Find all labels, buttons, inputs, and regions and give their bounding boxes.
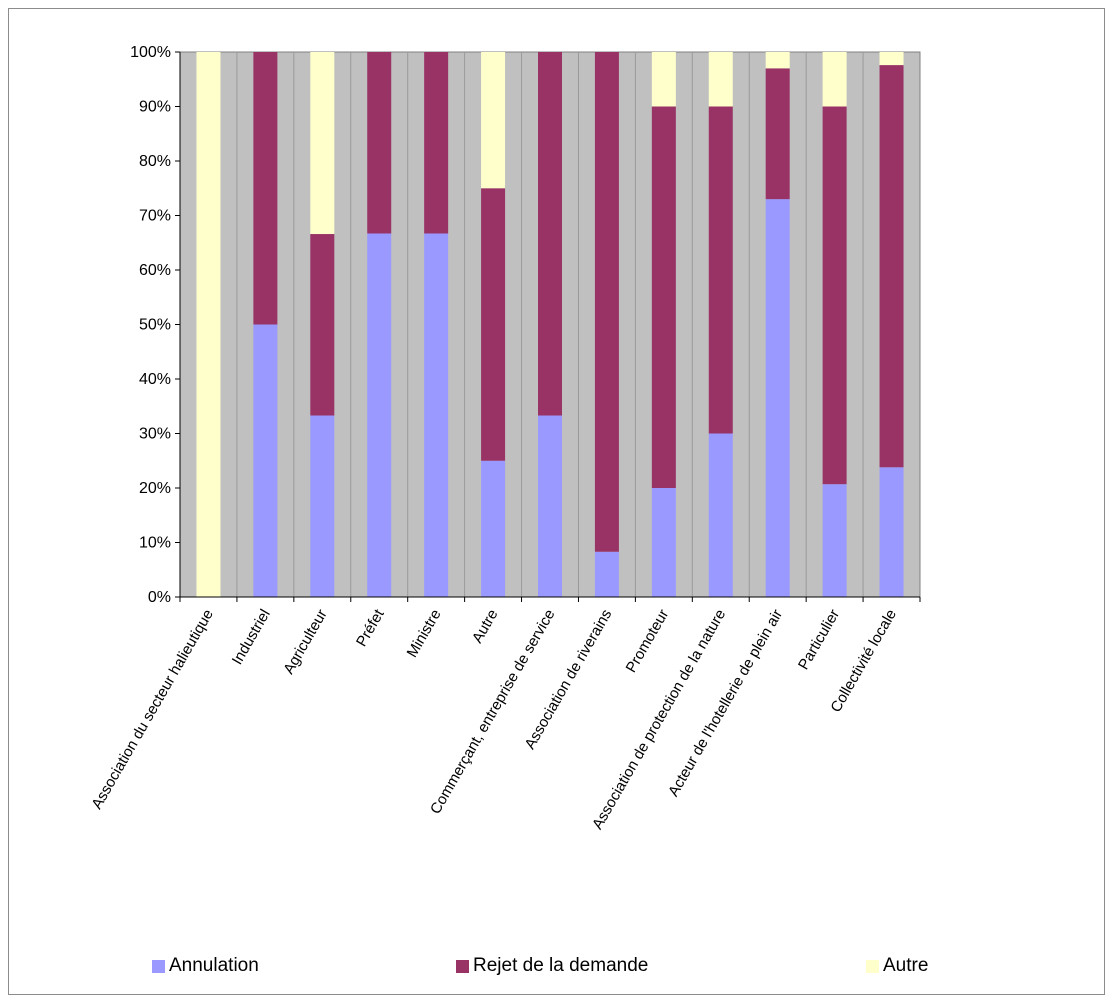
x-tick-label: Autre — [469, 607, 502, 647]
bar-rejet — [367, 52, 392, 234]
y-tick-label: 100% — [130, 44, 171, 61]
bar-annulation — [594, 551, 619, 597]
bar-annulation — [481, 460, 506, 597]
y-tick-label: 10% — [139, 535, 171, 552]
y-tick-label: 0% — [148, 589, 171, 606]
x-tick-label: Particulier — [795, 606, 843, 672]
y-tick-label: 80% — [139, 153, 171, 170]
y-tick-label: 70% — [139, 208, 171, 225]
bar-rejet — [538, 52, 562, 416]
bar-rejet — [651, 106, 676, 488]
bar-autre — [481, 52, 506, 189]
bar-rejet — [424, 52, 449, 234]
bar-annulation — [822, 484, 847, 597]
x-tick-label: Industriel — [229, 607, 274, 668]
bar-rejet — [310, 234, 335, 416]
bar-annulation — [879, 467, 904, 597]
bar-annulation — [310, 415, 335, 597]
bar-rejet — [765, 68, 790, 200]
bar-rejet — [822, 106, 847, 485]
bar-annulation — [765, 199, 790, 597]
bar-autre — [310, 52, 335, 235]
y-tick-label: 30% — [139, 426, 171, 443]
y-tick-label: 40% — [139, 371, 171, 388]
bar-rejet — [594, 52, 619, 552]
bar-rejet — [253, 52, 278, 325]
gridlines — [236, 52, 864, 597]
bar-rejet — [879, 65, 904, 468]
x-tick-label: Agriculteur — [280, 607, 331, 678]
x-tick-label: Préfet — [353, 606, 388, 650]
bar-autre — [879, 52, 904, 66]
bar-autre — [651, 52, 676, 107]
bar-annulation — [651, 488, 676, 597]
bar-annulation — [708, 433, 733, 597]
bar-annulation — [367, 233, 392, 598]
bar-annulation — [253, 324, 278, 597]
y-tick-label: 50% — [139, 317, 171, 334]
bar-rejet — [708, 106, 733, 434]
bar-annulation — [424, 233, 449, 598]
bar-rejet — [481, 188, 506, 461]
x-tick-label: Promoteur — [623, 606, 673, 675]
bar-annulation — [538, 415, 562, 597]
y-axis-ticks: 0% 10% 20% 30% 40% 50% 60% 70% 80% 90% 100% — [130, 44, 180, 606]
x-tick-label: Acteur de l'hotellerie de plein air — [665, 607, 786, 800]
x-tick-label: Association du secteur halieutique — [88, 607, 217, 813]
bar-autre — [708, 52, 733, 107]
y-tick-label: 90% — [139, 99, 171, 116]
x-axis-ticks: Association du secteur halieutique Indust… — [88, 597, 921, 832]
bar-autre — [822, 52, 847, 107]
y-tick-label: 60% — [139, 262, 171, 279]
bars — [196, 52, 904, 598]
y-tick-label: 20% — [139, 480, 171, 497]
x-tick-label: Ministre — [404, 607, 445, 661]
bar-autre — [765, 52, 790, 69]
bar-autre — [196, 52, 221, 597]
